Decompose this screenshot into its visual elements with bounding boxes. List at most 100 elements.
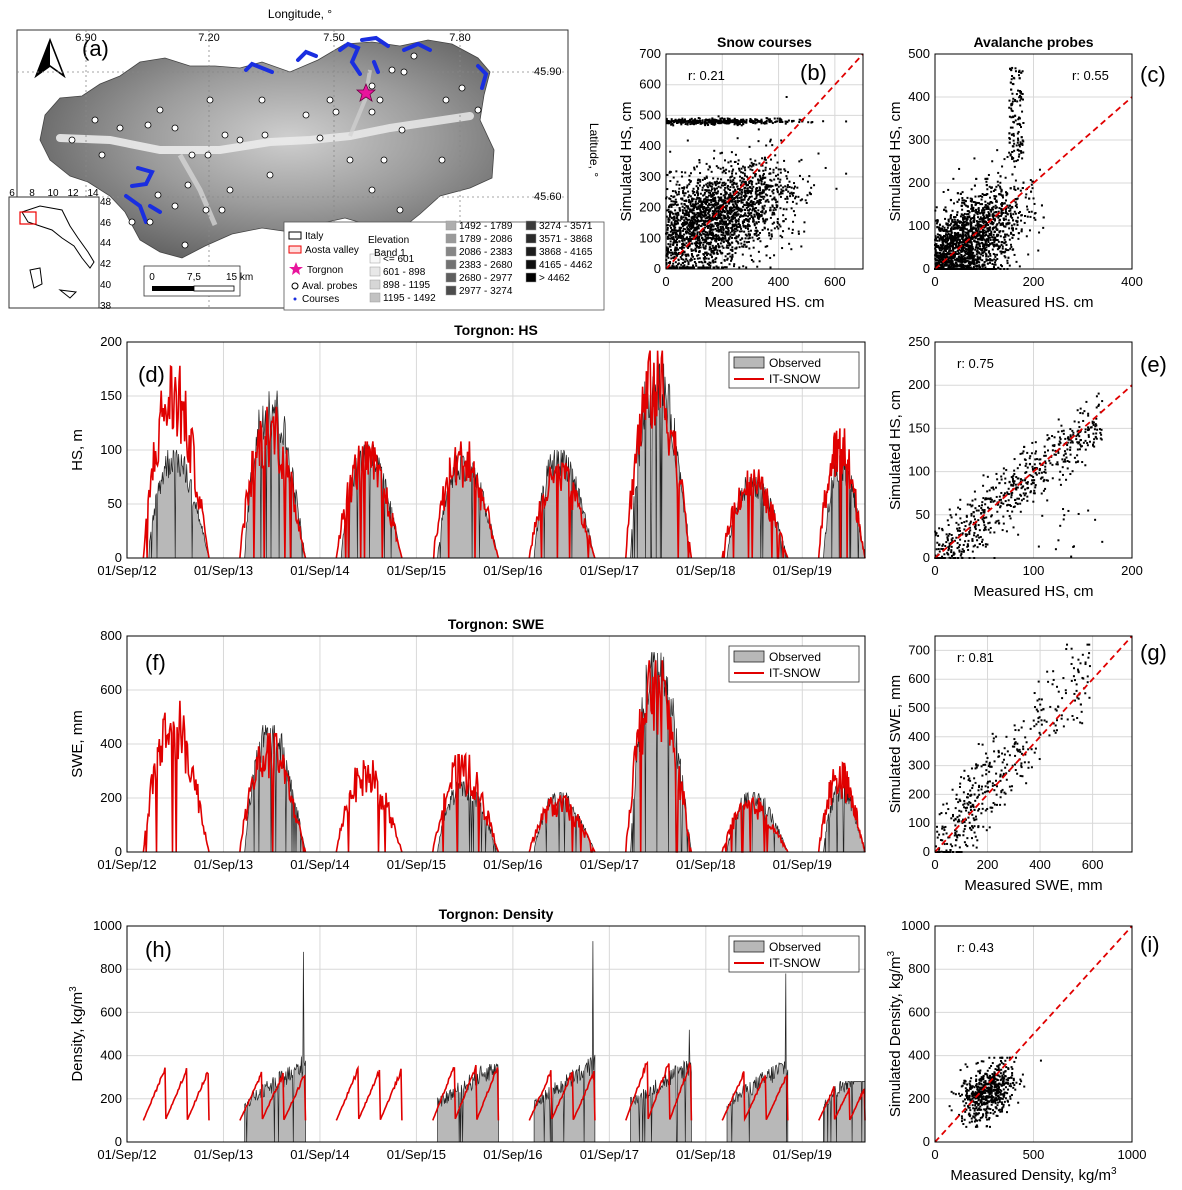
scatter-point	[822, 120, 825, 123]
scatter-point	[723, 223, 726, 226]
scatter-point	[748, 237, 751, 240]
scatter-point	[968, 211, 971, 214]
scatter-point	[727, 212, 730, 215]
scatter-point	[997, 245, 1000, 248]
scatter-point	[979, 220, 982, 223]
scatter-point	[987, 237, 990, 240]
scatter-point	[740, 171, 743, 174]
scatter-point	[737, 191, 740, 194]
scatter-point	[955, 252, 958, 255]
scatter-point	[758, 215, 761, 218]
scatter-point	[719, 206, 722, 209]
scatter-point	[779, 207, 782, 210]
scatter-point	[958, 244, 961, 247]
scatter-point	[726, 209, 729, 212]
scatter-point	[715, 224, 718, 227]
scatter-point	[781, 190, 784, 193]
scatter-point	[974, 211, 977, 214]
scatter-point	[970, 207, 973, 210]
scatter-point	[813, 184, 816, 187]
scatter-point	[947, 237, 950, 240]
scatter-point	[715, 236, 718, 239]
scatter-point	[710, 226, 713, 229]
scatter-point	[733, 196, 736, 199]
scatter-point	[761, 176, 764, 179]
scatter-point	[682, 246, 685, 249]
scatter-point	[668, 233, 671, 236]
scatter-point	[944, 250, 947, 253]
scatter-point	[709, 231, 712, 234]
scatter-point	[732, 190, 735, 193]
scatter-point	[732, 217, 735, 220]
scatter-point	[995, 200, 998, 203]
scatter-point	[991, 207, 994, 210]
scatter-point	[674, 190, 677, 193]
scatter-point	[946, 237, 949, 240]
scatter-point	[767, 185, 770, 188]
scatter-point	[738, 200, 741, 203]
scatter-point	[708, 216, 711, 219]
scatter-point	[700, 206, 703, 209]
scatter-point	[771, 204, 774, 207]
scatter-point	[675, 238, 678, 241]
scatter-point	[706, 182, 709, 185]
scatter-point	[989, 196, 992, 199]
scatter-point	[674, 241, 677, 244]
scatter-point	[695, 213, 698, 216]
scatter-point	[702, 200, 705, 203]
scatter-point	[722, 166, 725, 169]
scatter-point	[998, 215, 1001, 218]
scalebar-label: 15 km	[226, 272, 253, 283]
scatter-point	[667, 208, 670, 211]
scalebar	[143, 265, 241, 297]
scatter-point	[983, 247, 986, 250]
scatter-point	[735, 214, 738, 217]
scatter-point	[777, 177, 780, 180]
scatter-point	[941, 225, 944, 228]
scatter-point	[692, 218, 695, 221]
scatter-point	[1021, 110, 1024, 113]
scatter-point	[738, 225, 741, 228]
scatter-point	[988, 212, 991, 215]
scatter-point	[721, 200, 724, 203]
scatter-point	[963, 266, 966, 269]
scatter-point	[978, 233, 981, 236]
scatter-point	[696, 181, 699, 184]
scatter-point	[779, 178, 782, 181]
scatter-point	[665, 215, 668, 218]
scatter-point	[677, 229, 680, 232]
scatter-point	[791, 232, 794, 235]
scatter-point	[752, 246, 755, 249]
scatter-point	[965, 217, 968, 220]
scatter-point	[714, 248, 717, 251]
scatter-point	[806, 180, 809, 183]
scatter-point	[725, 227, 728, 230]
scatter-point	[713, 217, 716, 220]
scatter-point	[749, 204, 752, 207]
scatter-point	[758, 199, 761, 202]
scatter-point	[977, 256, 980, 259]
scatter-point	[770, 120, 773, 123]
scatter-point	[775, 166, 778, 169]
scatter-point	[742, 120, 745, 123]
scatter-point	[1019, 189, 1022, 192]
scatter-point	[990, 200, 993, 203]
scatter-point	[693, 222, 696, 225]
scatter-point	[712, 234, 715, 237]
scatter-point	[967, 222, 970, 225]
scatter-point	[759, 240, 762, 243]
scatter-point	[710, 189, 713, 192]
scatter-point	[1009, 212, 1012, 215]
x-tick-label: 0	[931, 274, 938, 289]
scatter-point	[987, 245, 990, 248]
scatter-point	[715, 187, 718, 190]
scatter-point	[772, 209, 775, 212]
scatter-point	[697, 117, 700, 120]
scatter-point	[683, 186, 686, 189]
scatter-point	[1006, 204, 1009, 207]
scatter-point	[670, 236, 673, 239]
scatter-point	[743, 230, 746, 233]
scatter-point	[692, 122, 695, 125]
scatter-point	[782, 208, 785, 211]
scatter-point	[684, 260, 687, 263]
